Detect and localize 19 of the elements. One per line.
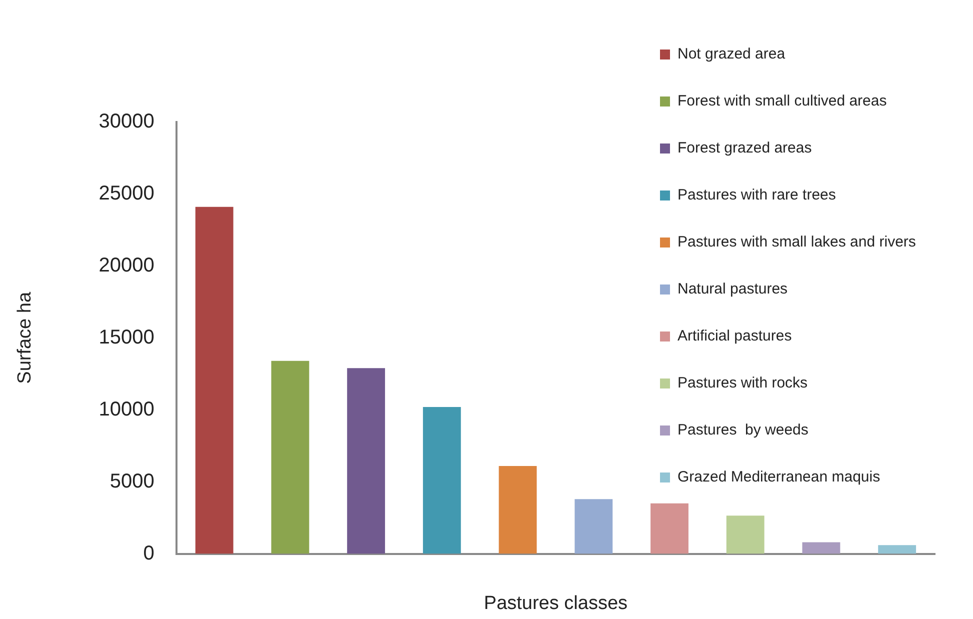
legend-label: Forest grazed areas	[678, 140, 812, 157]
y-tick-label: 15000	[98, 326, 154, 348]
y-tick-label: 30000	[98, 110, 154, 133]
legend-label: Pastures by weeds	[678, 422, 808, 439]
legend-label: Natural pastures	[678, 280, 788, 298]
legend-label: Artificial pastures	[678, 328, 792, 345]
legend-label: Grazed Mediterranean maquis	[678, 468, 880, 486]
x-axis-title: Pastures classes	[484, 592, 628, 614]
y-tick-label: 5000	[110, 470, 154, 492]
y-axis-title: Surface ha	[14, 292, 36, 384]
legend-label: Forest with small cultived areas	[678, 92, 887, 110]
y-tick-label: 0	[143, 542, 154, 564]
legend-label: Pastures with rare trees	[678, 186, 836, 204]
legend-label: Pastures with rocks	[678, 374, 808, 392]
legend-label: Not grazed area	[678, 46, 786, 63]
legend-label: Pastures with small lakes and rivers	[678, 234, 916, 251]
y-tick-label: 20000	[98, 254, 154, 276]
y-tick-label: 25000	[98, 182, 154, 204]
y-tick-label: 10000	[98, 398, 154, 420]
